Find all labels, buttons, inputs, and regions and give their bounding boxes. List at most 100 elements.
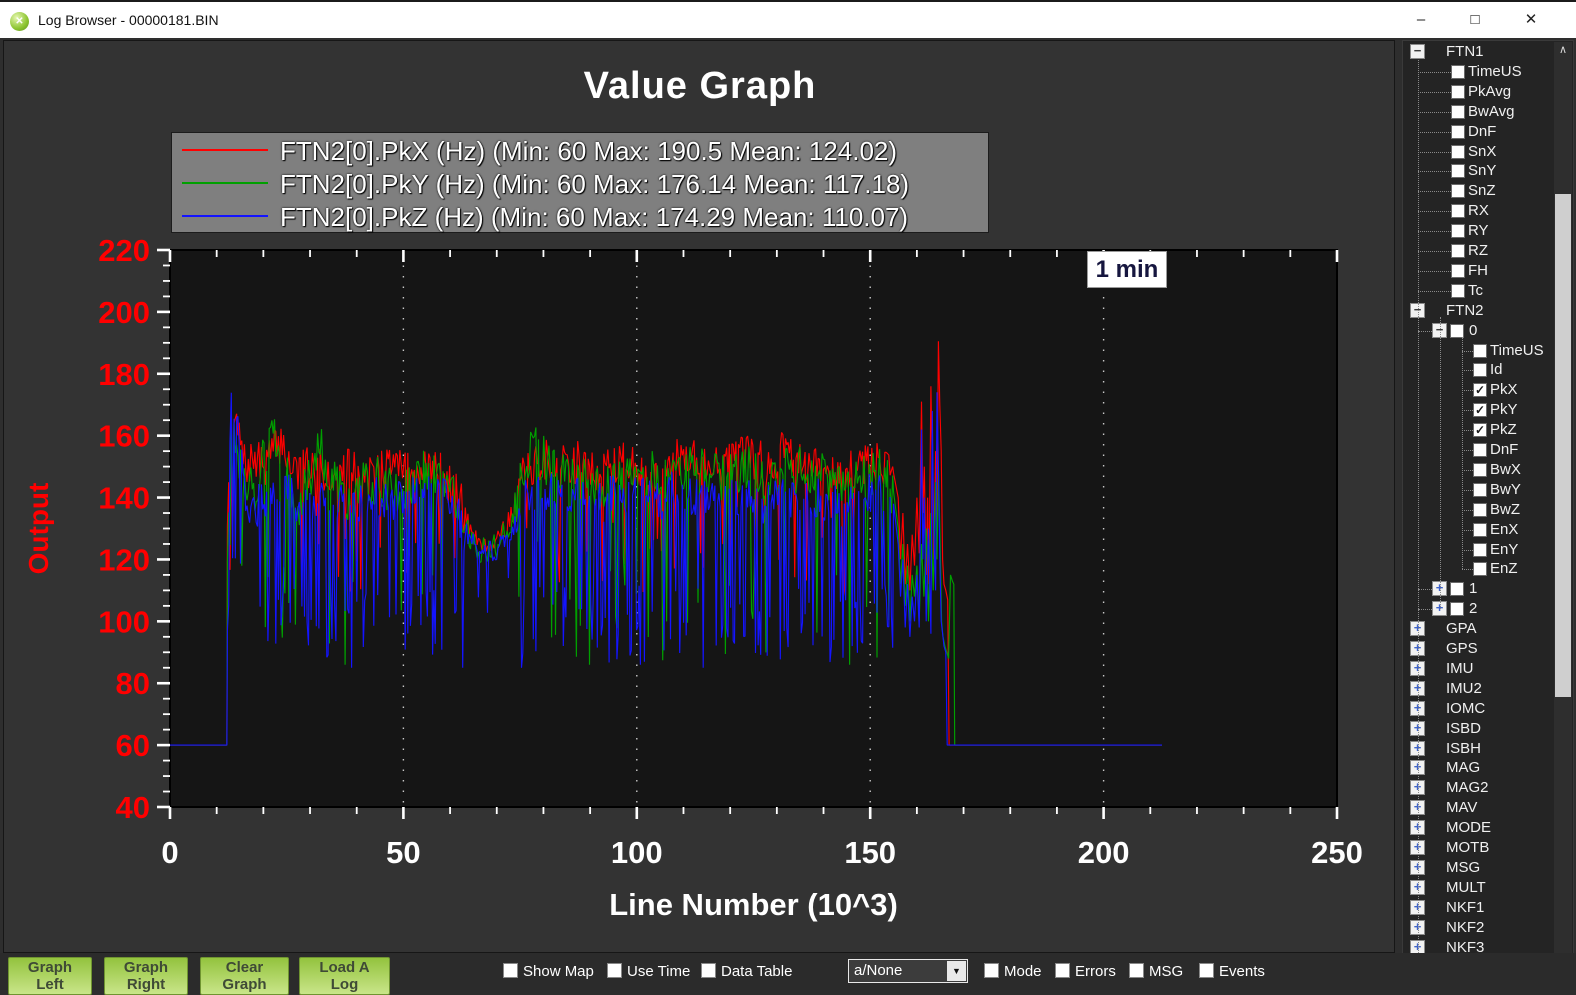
scroll-up-icon[interactable]: ∧ bbox=[1554, 42, 1572, 59]
expand-icon[interactable]: + bbox=[1410, 879, 1425, 895]
tree-checkbox-tc[interactable] bbox=[1451, 283, 1465, 298]
tree-label[interactable]: MAV bbox=[1446, 799, 1478, 817]
tree-checkbox-eny[interactable] bbox=[1473, 542, 1487, 557]
tree-checkbox-bwavg[interactable] bbox=[1451, 104, 1465, 119]
tree-label[interactable]: BwY bbox=[1490, 480, 1521, 498]
tree-label[interactable]: Tc bbox=[1468, 281, 1483, 299]
tree-checkbox-pkz[interactable]: ✓ bbox=[1473, 423, 1487, 438]
tree-checkbox-sny[interactable] bbox=[1451, 164, 1465, 179]
tree-label[interactable]: FH bbox=[1468, 261, 1488, 279]
tree-label[interactable]: SnX bbox=[1468, 142, 1497, 160]
msg-checkbox[interactable] bbox=[1129, 963, 1144, 978]
expand-icon[interactable]: + bbox=[1410, 780, 1425, 796]
tree-label[interactable]: EnX bbox=[1490, 520, 1519, 538]
load-a-log-button[interactable]: Load A Log bbox=[299, 957, 390, 995]
tree-label[interactable]: BwAvg bbox=[1468, 102, 1515, 120]
tree-label[interactable]: IOMC bbox=[1446, 699, 1486, 717]
expand-icon[interactable]: + bbox=[1410, 859, 1425, 875]
tree-label[interactable]: 0 bbox=[1469, 321, 1478, 339]
tree-label[interactable]: IMU2 bbox=[1446, 679, 1482, 697]
collapse-icon[interactable]: − bbox=[1410, 302, 1425, 318]
graph-left-button[interactable]: Graph Left bbox=[8, 957, 92, 995]
tree-label[interactable]: PkZ bbox=[1490, 421, 1517, 439]
tree-checkbox-id[interactable] bbox=[1473, 363, 1487, 378]
chevron-down-icon[interactable]: ▼ bbox=[947, 961, 966, 981]
tree-label[interactable]: ISBH bbox=[1446, 739, 1482, 757]
tree-label[interactable]: BwZ bbox=[1490, 500, 1520, 518]
tree-checkbox-rx[interactable] bbox=[1451, 204, 1465, 219]
tree-label[interactable]: BwX bbox=[1490, 460, 1521, 478]
minimize-button-icon[interactable]: – bbox=[1416, 11, 1426, 28]
tree-label[interactable]: MOTB bbox=[1446, 839, 1490, 856]
tree-label[interactable]: IMU bbox=[1446, 659, 1474, 677]
tree-checkbox-timeus[interactable] bbox=[1473, 343, 1487, 358]
tree-label[interactable]: NKF3 bbox=[1446, 938, 1485, 956]
mode-checkbox[interactable] bbox=[984, 963, 999, 978]
clear-graph-button[interactable]: Clear Graph bbox=[200, 957, 289, 995]
events-checkbox[interactable] bbox=[1199, 963, 1214, 978]
expand-icon[interactable]: + bbox=[1432, 601, 1447, 617]
tree-label[interactable]: MULT bbox=[1446, 878, 1486, 896]
tree-label[interactable]: MODE bbox=[1446, 819, 1491, 837]
tree-checkbox-dnf[interactable] bbox=[1473, 443, 1487, 457]
show-map-checkbox[interactable] bbox=[503, 963, 518, 978]
plot-area[interactable] bbox=[169, 249, 1338, 808]
tree-label[interactable]: MSG bbox=[1446, 858, 1481, 876]
tree-label[interactable]: RX bbox=[1468, 202, 1489, 220]
errors-checkbox[interactable] bbox=[1055, 963, 1070, 978]
expand-icon[interactable]: + bbox=[1410, 720, 1425, 736]
tree-label[interactable]: 1 bbox=[1469, 580, 1478, 598]
tree-checkbox-snx[interactable] bbox=[1451, 144, 1465, 159]
tree-checkbox-snz[interactable] bbox=[1451, 184, 1465, 199]
tree-label[interactable]: ISBD bbox=[1446, 719, 1482, 737]
tree-checkbox-rz[interactable] bbox=[1451, 244, 1465, 258]
use-time-checkbox[interactable] bbox=[607, 963, 622, 978]
tree-label[interactable]: NKF1 bbox=[1446, 898, 1485, 916]
tree-label[interactable]: EnY bbox=[1490, 540, 1519, 558]
tree-checkbox-timeus[interactable] bbox=[1451, 64, 1465, 79]
close-button-icon[interactable]: ✕ bbox=[1524, 11, 1538, 28]
tree-label[interactable]: Id bbox=[1490, 361, 1503, 379]
tree-label[interactable]: RZ bbox=[1468, 242, 1488, 259]
tree-checkbox-pky[interactable]: ✓ bbox=[1473, 403, 1487, 418]
tree-label[interactable]: TimeUS bbox=[1490, 341, 1544, 359]
tree-checkbox-bwz[interactable] bbox=[1473, 502, 1487, 517]
tree-label[interactable]: RY bbox=[1468, 222, 1489, 240]
tree-label[interactable]: GPA bbox=[1446, 620, 1477, 638]
tree-label[interactable]: PkX bbox=[1490, 381, 1518, 399]
tree-checkbox-pkx[interactable]: ✓ bbox=[1473, 383, 1487, 398]
expand-icon[interactable]: + bbox=[1410, 760, 1425, 776]
collapse-icon[interactable]: − bbox=[1432, 322, 1447, 338]
expand-icon[interactable]: + bbox=[1410, 899, 1425, 915]
data-table-checkbox[interactable] bbox=[701, 963, 716, 978]
expand-icon[interactable]: + bbox=[1432, 581, 1447, 597]
expand-icon[interactable]: + bbox=[1410, 700, 1425, 716]
tree-label[interactable]: MAG bbox=[1446, 759, 1481, 777]
tree-label[interactable]: FTN1 bbox=[1446, 43, 1484, 60]
tree-checkbox-pkavg[interactable] bbox=[1451, 84, 1465, 99]
collapse-icon[interactable]: − bbox=[1410, 44, 1425, 59]
value-graph-canvas[interactable]: 0 50 100 150 200 250 40 60 80 100 120 140 160 180 200 2… bbox=[4, 41, 1396, 953]
tree-checkbox-2[interactable] bbox=[1450, 602, 1464, 617]
tree-checkbox-bwx[interactable] bbox=[1473, 462, 1487, 477]
tree-label[interactable]: PkAvg bbox=[1468, 82, 1512, 100]
tree-label[interactable]: 2 bbox=[1469, 600, 1478, 618]
expand-icon[interactable]: + bbox=[1410, 740, 1425, 756]
tree-label[interactable]: EnZ bbox=[1490, 560, 1518, 578]
tree-label[interactable]: PkY bbox=[1490, 401, 1518, 419]
expand-icon[interactable]: + bbox=[1410, 800, 1425, 816]
scrollbar-thumb[interactable] bbox=[1555, 194, 1571, 697]
tree-label[interactable]: DnF bbox=[1468, 122, 1497, 140]
graph-right-button[interactable]: Graph Right bbox=[104, 957, 188, 995]
tree-scrollbar[interactable]: ∧ ∨ bbox=[1554, 42, 1572, 986]
tree-label[interactable]: NKF2 bbox=[1446, 918, 1485, 936]
tree-checkbox-enz[interactable] bbox=[1473, 562, 1487, 577]
tree-label[interactable]: SnY bbox=[1468, 162, 1497, 180]
expand-icon[interactable]: + bbox=[1410, 919, 1425, 935]
expand-icon[interactable]: + bbox=[1410, 660, 1425, 676]
tree-checkbox-bwy[interactable] bbox=[1473, 482, 1487, 497]
tree-label[interactable]: TimeUS bbox=[1468, 62, 1522, 80]
expand-icon[interactable]: + bbox=[1410, 680, 1425, 696]
tree-label[interactable]: DnF bbox=[1490, 441, 1519, 458]
tree-checkbox-1[interactable] bbox=[1450, 582, 1464, 597]
